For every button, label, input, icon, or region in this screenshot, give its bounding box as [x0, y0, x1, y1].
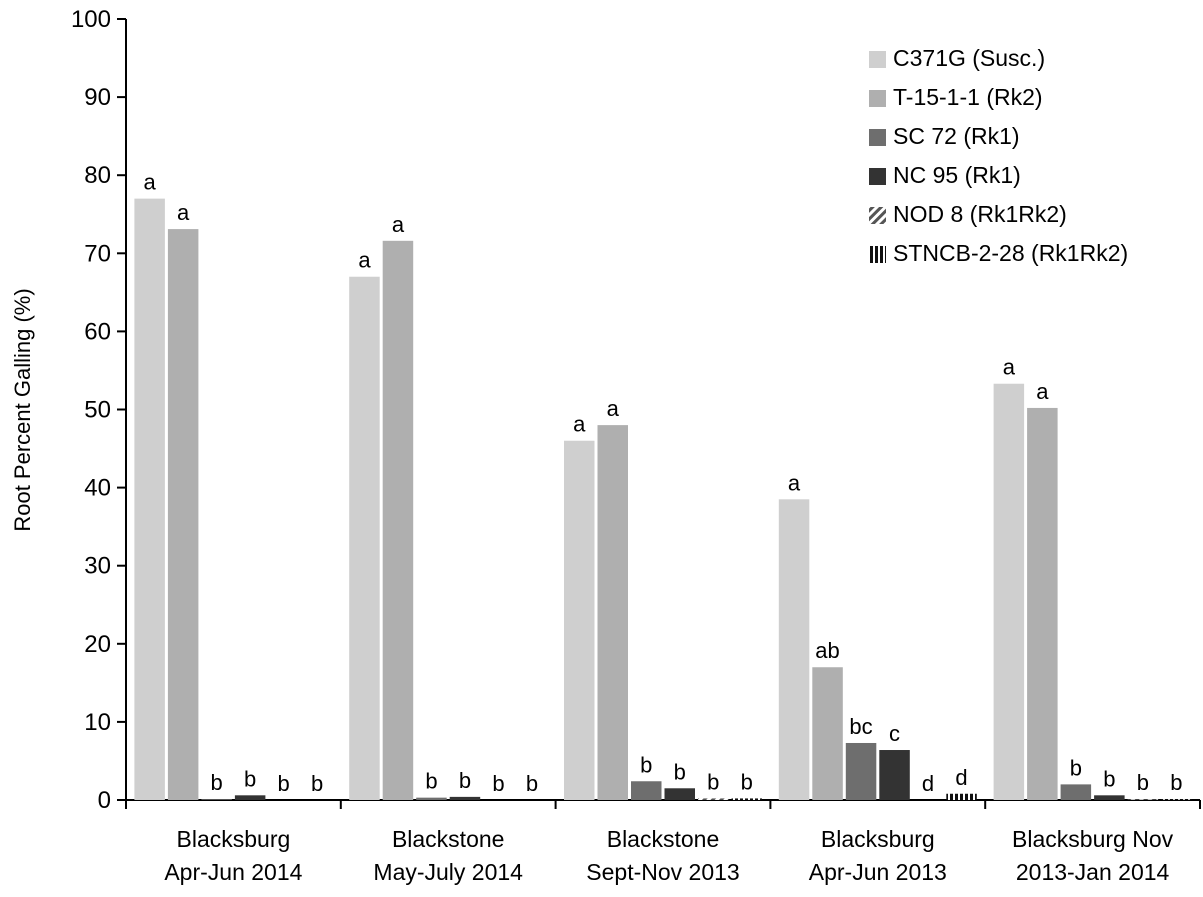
y-tick-label: 0 [98, 787, 111, 814]
bar-label: b [459, 768, 471, 793]
plot-area: 0 10 20 30 40 50 60 70 80 90 100 Blacksburg Apr-Jun … [71, 6, 1201, 885]
legend-swatch [869, 129, 886, 146]
bar [201, 799, 232, 800]
bar-label: a [392, 212, 405, 237]
bar-label: a [177, 200, 190, 225]
bar-label: d [955, 765, 967, 790]
bar-label: b [1070, 755, 1082, 780]
bar-label: a [144, 170, 157, 195]
bar [1161, 799, 1192, 800]
legend-label: NOD 8 (Rk1Rk2) [893, 201, 1067, 227]
bar [812, 667, 843, 800]
bar [564, 440, 595, 800]
bar [664, 788, 695, 800]
bar [1094, 795, 1125, 800]
bar [134, 198, 165, 800]
bar [234, 795, 266, 800]
x-category-label: Blackstone May-July 2014 [373, 826, 523, 885]
bar [731, 798, 762, 800]
legend-swatch [869, 90, 886, 107]
bar-label: a [1036, 379, 1049, 404]
y-tick-label: 40 [84, 475, 111, 502]
y-axis-title: Root Percent Galling (%) [10, 288, 35, 531]
bar-label: b [492, 771, 504, 796]
bar [349, 276, 380, 801]
legend-label: SC 72 (Rk1) [893, 123, 1020, 149]
y-tick-label: 10 [84, 709, 111, 736]
bar-label: b [526, 771, 538, 796]
bar [946, 793, 977, 800]
y-tick-label: 60 [84, 318, 111, 345]
bar-label: a [607, 396, 620, 421]
legend-swatch [869, 51, 886, 68]
bar [631, 781, 662, 800]
bar [382, 240, 414, 800]
bar-label: b [311, 771, 323, 796]
bar [1060, 784, 1092, 800]
bar-label: c [889, 721, 900, 746]
x-category-label: Blacksburg Nov 2013-Jan 2014 [1012, 826, 1174, 885]
bar-label: b [278, 771, 290, 796]
bar-label: b [674, 759, 686, 784]
legend-swatch [869, 168, 886, 185]
legend-swatch [869, 207, 886, 224]
y-tick-label: 70 [84, 240, 111, 267]
bar-label: ab [815, 638, 839, 663]
bar [167, 229, 199, 801]
bar-label: a [358, 248, 371, 273]
bar [416, 797, 447, 800]
y-tick-label: 30 [84, 553, 111, 580]
bar [1027, 407, 1058, 800]
bar [449, 796, 481, 800]
bar-label: b [425, 769, 437, 794]
legend-label: T-15-1-1 (Rk2) [893, 84, 1043, 110]
bar-label: d [922, 771, 934, 796]
legend: C371G (Susc.) T-15-1-1 (Rk2) SC 72 (Rk1) NC… [869, 45, 1128, 266]
y-tick-label: 20 [84, 631, 111, 658]
bar-label: b [1170, 770, 1182, 795]
y-tick-label: 90 [84, 84, 111, 111]
legend-label: NC 95 (Rk1) [893, 162, 1021, 188]
x-category-label: Blackstone Sept-Nov 2013 [586, 826, 739, 885]
x-category-label: Blacksburg Apr-Jun 2014 [164, 826, 302, 885]
bar [778, 499, 810, 800]
y-tick-label: 80 [84, 162, 111, 189]
bar [845, 742, 877, 800]
bar [993, 383, 1025, 800]
bar-label: b [244, 766, 256, 791]
bar-label: b [1137, 770, 1149, 795]
legend-label: STNCB-2-28 (Rk1Rk2) [893, 240, 1128, 266]
bar [1127, 799, 1159, 800]
bar-label: a [788, 470, 801, 495]
bar-label: b [1103, 766, 1115, 791]
bar-label: bc [849, 714, 872, 739]
bar [879, 750, 910, 800]
y-tick-label: 50 [84, 397, 111, 424]
legend-label: C371G (Susc.) [893, 45, 1045, 71]
bar [698, 798, 729, 800]
y-tick-label: 100 [71, 6, 111, 33]
bar [597, 425, 628, 800]
bar-label: a [573, 412, 586, 437]
bar-label: b [640, 752, 652, 777]
bar-label: b [741, 769, 753, 794]
bar-label: b [211, 770, 223, 795]
bar-label: b [707, 769, 719, 794]
bar-label: a [1003, 355, 1016, 380]
legend-swatch [869, 246, 886, 263]
x-category-label: Blacksburg Apr-Jun 2013 [809, 826, 947, 885]
